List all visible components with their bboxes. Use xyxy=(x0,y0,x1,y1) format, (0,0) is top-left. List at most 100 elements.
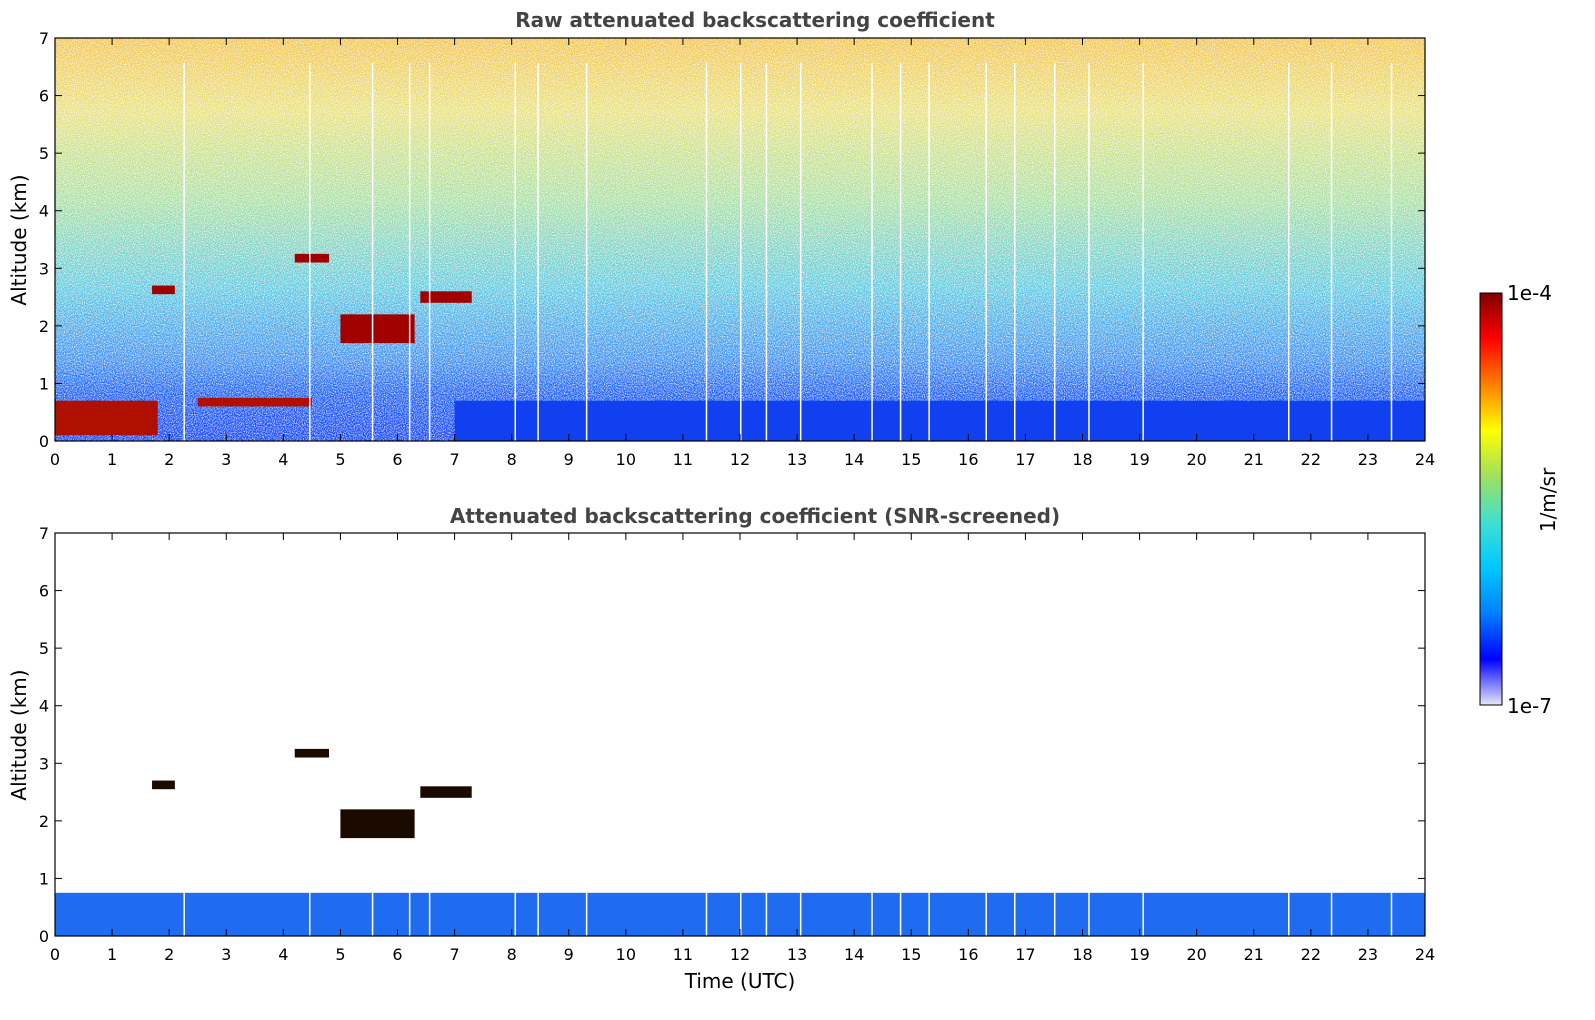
colorbar-max-label: 1e-4 xyxy=(1507,281,1552,305)
bot-x-tick-label-23: 23 xyxy=(1358,945,1378,964)
top-x-tick-label-11: 11 xyxy=(673,450,693,469)
top-x-tick-label-20: 20 xyxy=(1186,450,1206,469)
bot-gap-line-17 xyxy=(1053,889,1056,936)
top-feature-cloud-2 xyxy=(152,285,175,295)
top-feature-aerosol-layer-0 xyxy=(55,400,158,436)
top-x-tick-label-19: 19 xyxy=(1129,450,1149,469)
top-x-tick-label-6: 6 xyxy=(392,450,402,469)
top-feature-boundary-layer-6 xyxy=(454,400,1425,441)
bot-gap-line-11 xyxy=(799,889,802,936)
top-gap-line-7 xyxy=(585,63,588,441)
bot-x-tick-label-15: 15 xyxy=(901,945,921,964)
bot-gap-line-6 xyxy=(537,889,539,936)
bot-x-tick-label-12: 12 xyxy=(730,945,750,964)
bot-x-tick-label-20: 20 xyxy=(1186,945,1206,964)
top-gap-line-13 xyxy=(899,63,902,441)
bot-gap-line-14 xyxy=(928,889,930,936)
bot-x-tick-label-18: 18 xyxy=(1072,945,1092,964)
bot-gap-line-18 xyxy=(1088,889,1090,936)
bot-y-tick-label-6: 6 xyxy=(39,582,49,601)
bottom-panel-title: Attenuated backscattering coefficient (S… xyxy=(449,504,1061,528)
bot-gap-line-12 xyxy=(871,889,873,936)
top-gap-line-14 xyxy=(928,63,930,441)
top-x-tick-label-5: 5 xyxy=(335,450,345,469)
bot-x-tick-label-21: 21 xyxy=(1244,945,1264,964)
bottom-plot-background xyxy=(55,533,1425,936)
top-panel-title: Raw attenuated backscattering coefficien… xyxy=(515,8,995,32)
top-x-tick-label-16: 16 xyxy=(958,450,978,469)
bot-gap-line-15 xyxy=(985,889,987,936)
top-gap-line-12 xyxy=(871,63,873,441)
top-gap-line-20 xyxy=(1288,63,1290,441)
bot-y-tick-label-4: 4 xyxy=(39,697,49,716)
top-gap-line-21 xyxy=(1330,63,1333,441)
top-x-tick-label-17: 17 xyxy=(1015,450,1035,469)
bot-x-tick-label-7: 7 xyxy=(449,945,459,964)
bot-y-tick-label-7: 7 xyxy=(39,524,49,543)
colorbar-scale xyxy=(1479,292,1503,706)
bot-x-tick-label-5: 5 xyxy=(335,945,345,964)
bot-x-tick-label-22: 22 xyxy=(1301,945,1321,964)
bot-feature-cloud-1 xyxy=(152,780,175,790)
bot-x-tick-label-16: 16 xyxy=(958,945,978,964)
bottom-y-axis: 0 1 2 3 4 5 6 7 xyxy=(39,524,1425,946)
top-feature-cloud-5 xyxy=(420,291,472,303)
bot-y-tick-label-5: 5 xyxy=(39,639,49,658)
colorbar: 1e-4 1e-7 1/m/sr xyxy=(1479,281,1560,718)
top-x-tick-label-9: 9 xyxy=(564,450,574,469)
top-x-tick-label-21: 21 xyxy=(1244,450,1264,469)
top-data-gaps xyxy=(183,63,1393,441)
bot-y-tick-label-0: 0 xyxy=(39,927,49,946)
bot-x-tick-label-3: 3 xyxy=(221,945,231,964)
top-gap-line-15 xyxy=(985,63,987,441)
bot-gap-line-22 xyxy=(1390,889,1393,936)
top-gap-line-2 xyxy=(371,63,374,441)
bot-gap-line-0 xyxy=(183,889,185,936)
top-gap-line-4 xyxy=(428,63,431,441)
bot-x-tick-label-0: 0 xyxy=(50,945,60,964)
bot-x-tick-label-11: 11 xyxy=(673,945,693,964)
bot-x-tick-label-17: 17 xyxy=(1015,945,1035,964)
top-y-axis-label: Altitude (km) xyxy=(7,174,31,305)
bot-x-tick-label-8: 8 xyxy=(507,945,517,964)
bottom-plot: 0 1 2 3 4 5 6 7 8 9 10 11 12 13 14 15 16 17 18 19 20 21 22 23 24… xyxy=(7,524,1435,993)
top-x-tick-label-3: 3 xyxy=(221,450,231,469)
bot-x-tick-label-6: 6 xyxy=(392,945,402,964)
bot-x-tick-label-13: 13 xyxy=(787,945,807,964)
bot-gap-line-19 xyxy=(1142,889,1144,936)
bot-x-tick-label-1: 1 xyxy=(107,945,117,964)
bot-gap-line-4 xyxy=(428,889,431,936)
bot-gap-line-10 xyxy=(765,889,768,936)
bot-gap-line-9 xyxy=(740,889,742,936)
bot-x-tick-label-14: 14 xyxy=(844,945,864,964)
colorbar-units-label: 1/m/sr xyxy=(1536,467,1560,532)
bot-y-tick-label-1: 1 xyxy=(39,869,49,888)
top-x-tick-label-4: 4 xyxy=(278,450,288,469)
bot-feature-cloud-4 xyxy=(420,786,472,798)
top-gap-line-1 xyxy=(309,63,311,441)
bot-gap-line-13 xyxy=(899,889,902,936)
bot-y-tick-label-3: 3 xyxy=(39,754,49,773)
top-x-tick-label-15: 15 xyxy=(901,450,921,469)
top-gap-line-8 xyxy=(705,63,708,441)
top-gap-line-0 xyxy=(183,63,185,441)
top-y-tick-label-5: 5 xyxy=(39,144,49,163)
bot-x-tick-label-2: 2 xyxy=(164,945,174,964)
top-x-tick-label-23: 23 xyxy=(1358,450,1378,469)
bot-x-tick-label-9: 9 xyxy=(564,945,574,964)
top-feature-cloud-3 xyxy=(294,253,329,263)
bot-x-tick-label-19: 19 xyxy=(1129,945,1149,964)
bot-gap-line-2 xyxy=(371,889,374,936)
top-y-tick-label-6: 6 xyxy=(39,87,49,106)
bot-gap-line-20 xyxy=(1288,889,1290,936)
top-x-tick-label-1: 1 xyxy=(107,450,117,469)
top-gap-line-18 xyxy=(1088,63,1090,441)
top-gap-line-6 xyxy=(537,63,539,441)
top-x-tick-label-0: 0 xyxy=(50,450,60,469)
bottom-x-axis: 0 1 2 3 4 5 6 7 8 9 10 11 12 13 14 15 16 17 18 19 20 21 22 23 24 xyxy=(50,533,1435,964)
bot-gap-line-21 xyxy=(1330,889,1333,936)
bottom-y-axis-label: Altitude (km) xyxy=(7,669,31,800)
top-gap-line-5 xyxy=(514,63,517,441)
top-y-tick-label-4: 4 xyxy=(39,202,49,221)
